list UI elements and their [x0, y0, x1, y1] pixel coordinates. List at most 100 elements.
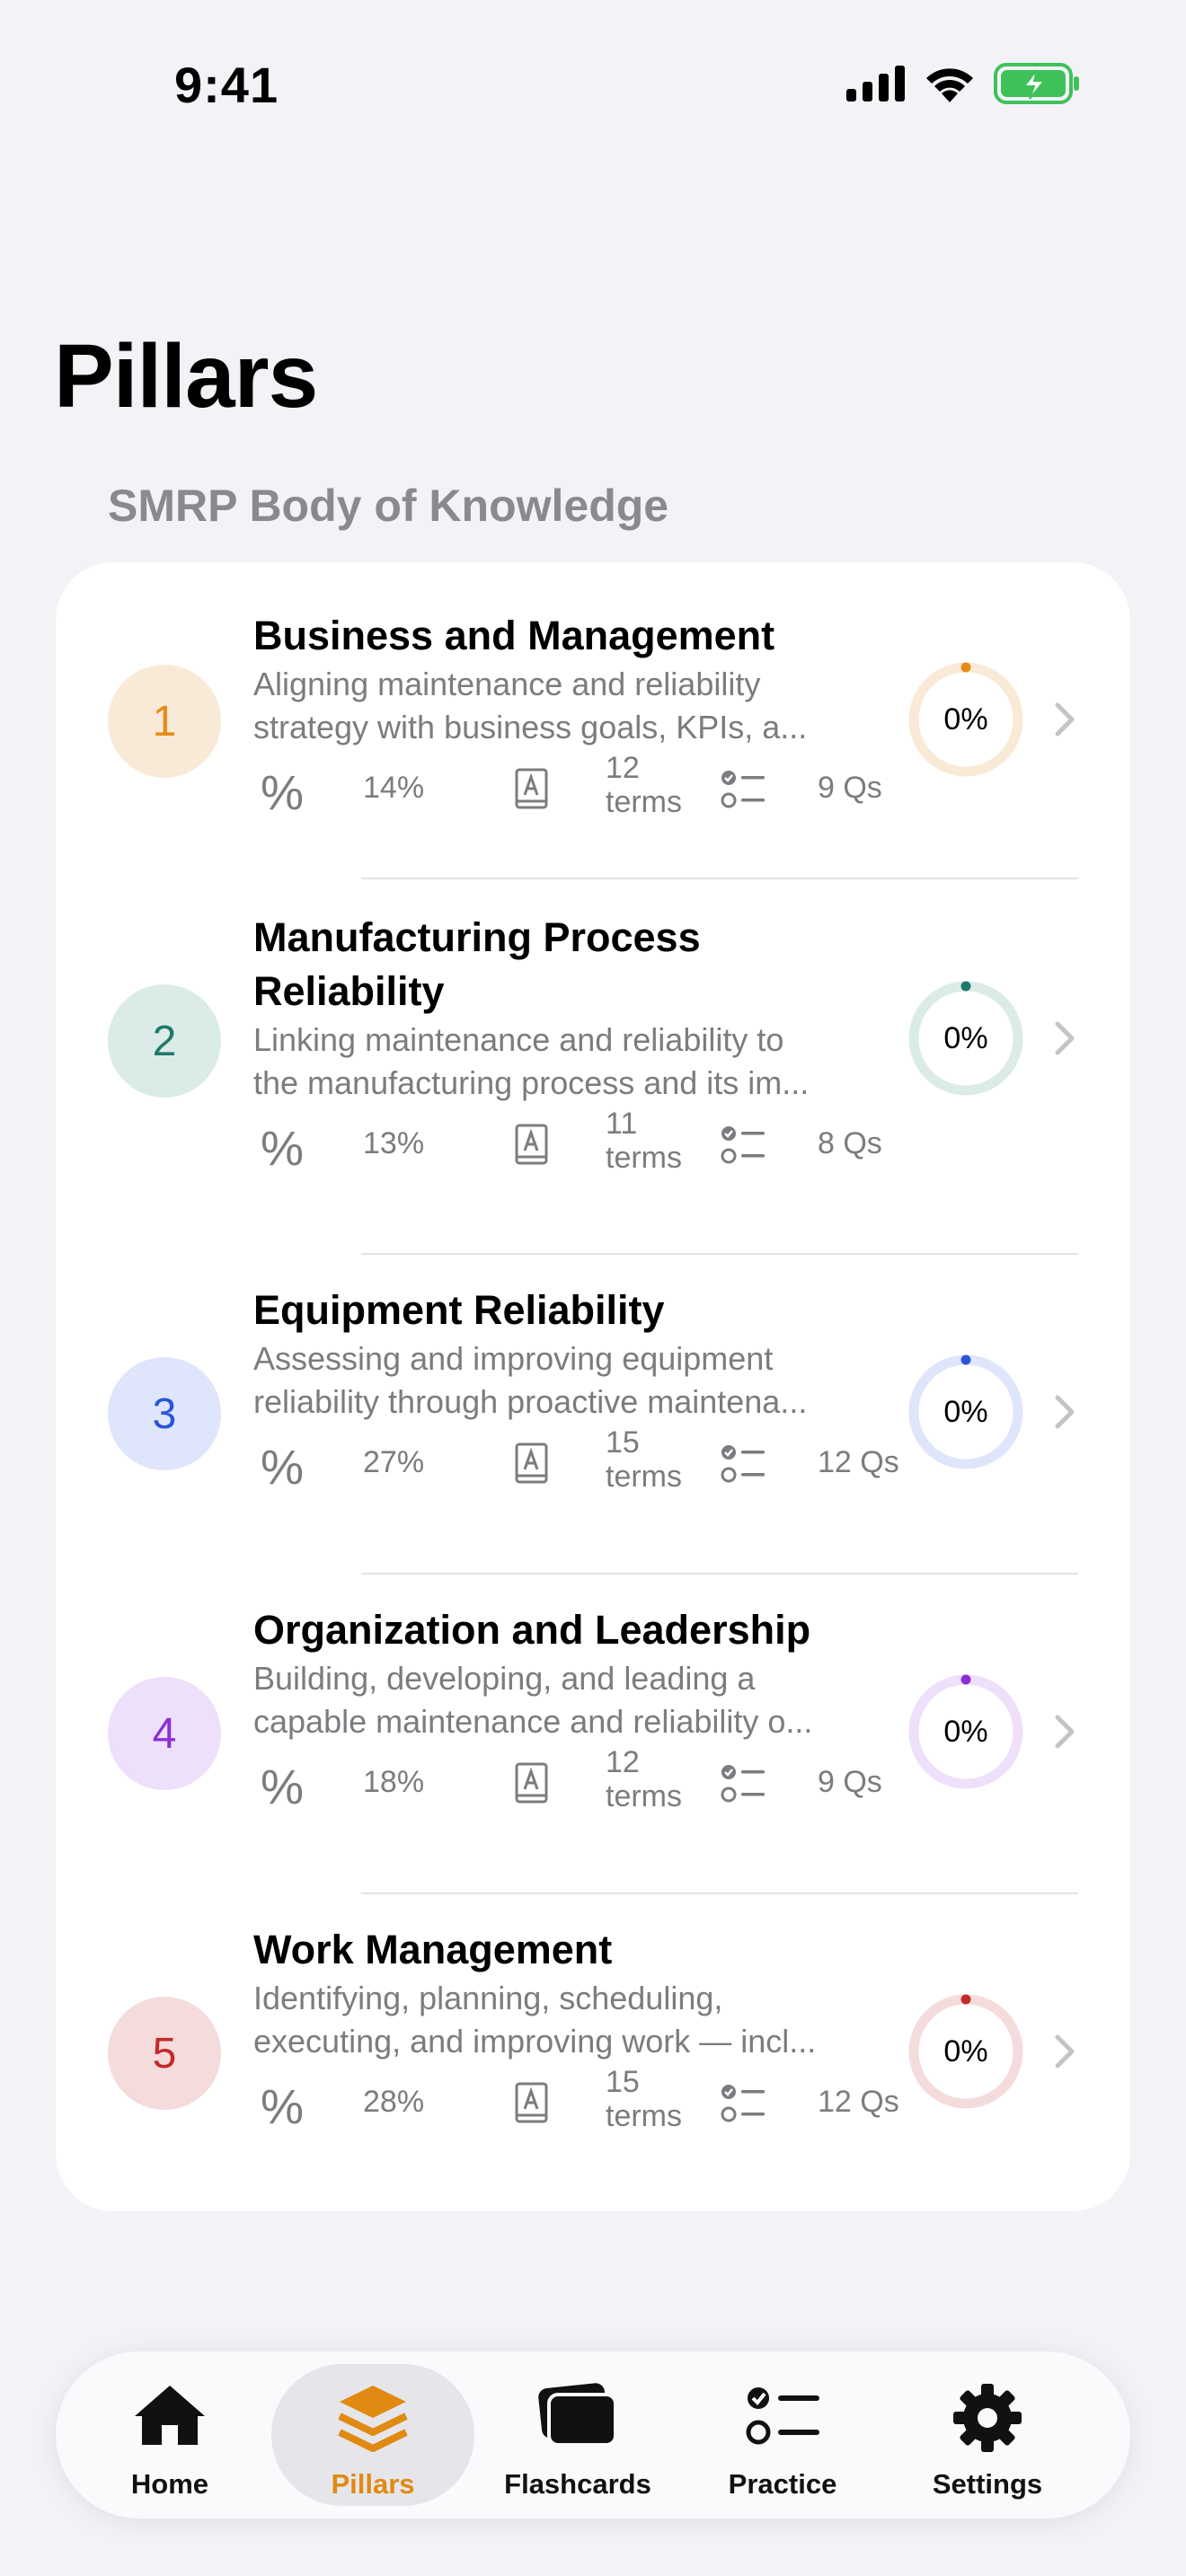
pillar-terms-label: terms — [606, 1779, 682, 1813]
chevron-right-icon — [1055, 2034, 1075, 2069]
percent-icon: % — [261, 2080, 305, 2134]
pillar-question-count: 12 Qs — [818, 1445, 899, 1479]
pillar-weight: 27% — [363, 1445, 425, 1479]
progress-ring: 0% — [907, 1993, 1024, 2110]
book-icon — [515, 2082, 548, 2123]
row-divider — [361, 878, 1078, 879]
percent-icon: % — [261, 766, 305, 820]
pillar-number: 2 — [152, 1017, 177, 1065]
battery-charging-icon — [994, 63, 1079, 104]
book-icon — [515, 1124, 548, 1165]
row-divider — [361, 1892, 1078, 1894]
pillar-description-line: Identifying, planning, scheduling, — [253, 1980, 723, 2016]
tab-settings[interactable]: Settings — [886, 2364, 1089, 2506]
tab-settings-label: Settings — [932, 2468, 1043, 2500]
pillar-meta: % 13% 11 terms 8 Qs — [261, 1107, 890, 1180]
book-icon — [515, 1762, 548, 1804]
status-time: 9:41 — [174, 57, 279, 113]
pillar-weight: 18% — [363, 1765, 425, 1799]
pillar-description: Linking maintenance and reliability to th… — [253, 1019, 864, 1105]
pillar-terms: 12 terms — [606, 1745, 682, 1813]
percent-icon: % — [261, 1760, 305, 1814]
row-divider — [361, 1573, 1078, 1575]
pillar-terms: 15 terms — [606, 1425, 682, 1494]
book-icon — [515, 1442, 548, 1484]
pillar-description-line: Aligning maintenance and reliability — [253, 666, 761, 702]
pillar-meta: % 28% 15 terms 12 Qs — [261, 2065, 899, 2139]
pillar-number: 4 — [152, 1709, 177, 1758]
pillar-terms: 15 terms — [606, 2065, 682, 2133]
pillars-list: 1 Business and Management Aligning maint… — [56, 562, 1130, 2211]
pillar-number-badge: 4 — [108, 1677, 221, 1790]
pillar-weight: 28% — [363, 2085, 425, 2119]
pillar-question-count: 9 Qs — [818, 771, 882, 805]
layers-icon — [338, 2386, 408, 2452]
pillar-description-line: reliability through proactive maintena..… — [253, 1383, 808, 1420]
row-divider — [361, 1253, 1078, 1255]
status-icons — [846, 63, 1080, 104]
pillar-row[interactable]: 4 Organization and Leadership Building, … — [56, 1576, 1130, 1892]
pillar-title-line: Reliability — [253, 968, 445, 1014]
pillar-row[interactable]: 5 Work Management Identifying, planning,… — [56, 1896, 1130, 2210]
pillar-title: Organization and Leadership — [253, 1603, 882, 1657]
pillar-terms-label: terms — [606, 1141, 682, 1175]
progress-percent: 0% — [943, 1020, 988, 1055]
house-icon — [135, 2386, 205, 2445]
pillar-number-badge: 3 — [108, 1357, 221, 1470]
chevron-right-icon — [1055, 1021, 1075, 1055]
gear-icon — [953, 2384, 1022, 2452]
status-bar: 9:41 — [0, 0, 1186, 171]
chevron-right-icon — [1055, 1395, 1075, 1429]
tab-flashcards[interactable]: Flashcards — [476, 2364, 679, 2506]
pillar-number: 5 — [152, 2029, 177, 2078]
pillar-title: Equipment Reliability — [253, 1284, 882, 1337]
tab-home[interactable]: Home — [68, 2364, 271, 2506]
pillar-description: Assessing and improving equipment reliabi… — [253, 1337, 864, 1424]
progress-percent: 0% — [943, 1394, 988, 1429]
pillar-number: 1 — [152, 697, 177, 745]
pillar-weight: 14% — [363, 771, 425, 805]
progress-ring: 0% — [907, 661, 1024, 778]
pillar-number-badge: 2 — [108, 984, 221, 1098]
pillar-terms: 12 terms — [606, 751, 682, 819]
pillar-description-line: executing, and improving work — incl... — [253, 2023, 817, 2060]
chevron-right-icon — [1055, 1715, 1075, 1749]
chevron-right-icon — [1055, 702, 1075, 737]
pillar-terms-count: 15 — [606, 2065, 640, 2099]
progress-ring: 0% — [907, 980, 1024, 1097]
pillar-row[interactable]: 2 Manufacturing Process Reliability Linki… — [56, 881, 1130, 1253]
section-header: SMRP Body of Knowledge — [108, 481, 669, 531]
percent-icon: % — [261, 1441, 305, 1495]
pillar-terms: 11 terms — [606, 1107, 682, 1175]
progress-percent: 0% — [943, 701, 988, 737]
pillar-description-line: the manufacturing process and its im... — [253, 1064, 810, 1101]
pillar-title-line: Organization and Leadership — [253, 1607, 811, 1653]
pillar-title-line: Equipment Reliability — [253, 1287, 665, 1333]
progress-percent: 0% — [943, 2033, 988, 2069]
pillar-question-count: 12 Qs — [818, 2085, 899, 2119]
pillar-weight: 13% — [363, 1126, 425, 1160]
tab-home-label: Home — [130, 2468, 209, 2500]
checklist-icon — [721, 1126, 765, 1164]
tab-pillars-label: Pillars — [331, 2468, 415, 2500]
tab-practice[interactable]: Practice — [681, 2364, 884, 2506]
pillar-terms-label: terms — [606, 785, 682, 819]
pillar-row[interactable]: 1 Business and Management Aligning maint… — [56, 562, 1130, 878]
pillar-terms-count: 15 — [606, 1425, 640, 1460]
pillar-question-count: 9 Qs — [818, 1765, 882, 1799]
pillar-title-line: Business and Management — [253, 613, 775, 658]
pillar-description-line: strategy with business goals, KPIs, a... — [253, 709, 808, 745]
pillar-meta: % 14% 12 terms 9 Qs — [261, 751, 890, 825]
pillar-title-line: Work Management — [253, 1927, 613, 1972]
pillar-title-line: Manufacturing Process — [253, 914, 701, 960]
pillar-description-line: Linking maintenance and reliability to — [253, 1021, 784, 1058]
cellular-signal-icon — [846, 66, 905, 101]
pillar-description-line: capable maintenance and reliability o... — [253, 1703, 813, 1740]
cards-icon — [538, 2383, 617, 2447]
percent-icon: % — [261, 1122, 305, 1176]
pillar-number-badge: 1 — [108, 665, 221, 778]
pillar-description: Identifying, planning, scheduling, execut… — [253, 1977, 864, 2063]
pillar-question-count: 8 Qs — [818, 1126, 882, 1160]
pillar-row[interactable]: 3 Equipment Reliability Assessing and im… — [56, 1257, 1130, 1573]
tab-pillars[interactable]: Pillars — [271, 2364, 474, 2506]
